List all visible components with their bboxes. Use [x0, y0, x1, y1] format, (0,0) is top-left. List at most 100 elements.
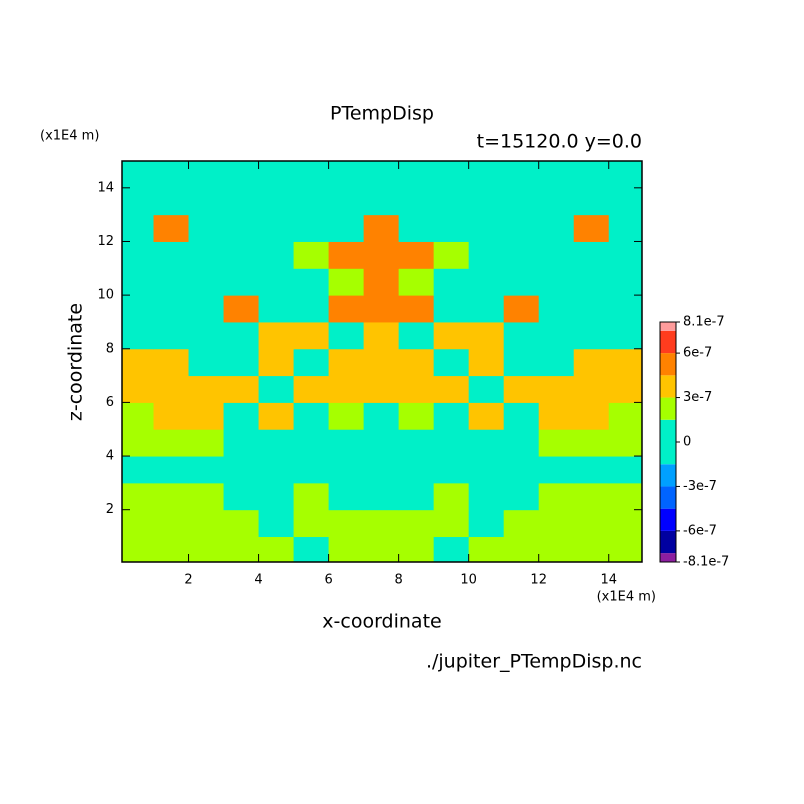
contour-cell [293, 295, 330, 323]
contour-cell [468, 402, 505, 430]
colorbar-tick-label: 6e-7 [683, 346, 712, 361]
x-tick-label: 4 [254, 573, 262, 588]
contour-cell [468, 321, 505, 350]
contour-cell [398, 295, 435, 323]
chart-title: PTempDisp [330, 103, 434, 125]
contour-cell [153, 268, 190, 296]
contour-cell [608, 187, 643, 216]
contour-cell [258, 402, 295, 430]
contour-cell [468, 187, 505, 216]
contour-cell [573, 161, 610, 189]
colorbar-tick-label: 0 [683, 435, 691, 450]
contour-cell [538, 268, 575, 296]
contour-cell [538, 295, 575, 323]
colorbar-tick-label: -6e-7 [683, 523, 717, 538]
contour-cell [503, 187, 540, 216]
contour-cell [608, 402, 643, 430]
contour-cell [468, 509, 505, 538]
contour-cell [153, 402, 190, 430]
contour-cell [573, 375, 610, 403]
x-tick-label: 14 [600, 573, 617, 588]
y-tick-label: 14 [97, 180, 114, 195]
contour-cell [503, 161, 540, 189]
contour-cell [503, 536, 540, 563]
contour-cell [573, 482, 610, 511]
contour-cell [153, 321, 190, 350]
contour-cell [398, 482, 435, 511]
y-tick-label: 6 [106, 395, 114, 410]
contour-cell [293, 321, 330, 350]
contour-cell [188, 348, 225, 377]
contour-cell [538, 214, 575, 242]
contour-cell [258, 241, 295, 269]
y-tick-label: 4 [106, 449, 114, 464]
contour-cell [398, 214, 435, 242]
x-tick-label: 6 [324, 573, 332, 588]
contour-cell [608, 348, 643, 377]
contour-cell [433, 295, 470, 323]
contour-cell [433, 482, 470, 511]
contour-cell [188, 456, 225, 484]
contour-cell [503, 321, 540, 350]
contour-cell [433, 241, 470, 269]
contour-cell [573, 187, 610, 216]
contour-cell [223, 241, 260, 269]
contour-cell [153, 348, 190, 377]
colorbar-band [660, 397, 676, 420]
contour-cell [188, 268, 225, 296]
contour-cell [153, 161, 190, 189]
contour-cell [293, 456, 330, 484]
contour-cell [293, 482, 330, 511]
contour-cell [468, 161, 505, 189]
contour-cell [328, 429, 365, 457]
contour-cell [433, 187, 470, 216]
contour-cell [573, 321, 610, 350]
contour-cell [608, 321, 643, 350]
contour-cell [573, 214, 610, 242]
contour-cell [538, 375, 575, 403]
contour-cell [258, 429, 295, 457]
contour-cell [122, 295, 155, 323]
contour-cell [538, 536, 575, 563]
contour-cell [608, 268, 643, 296]
contour-cell [468, 214, 505, 242]
contour-cell [573, 295, 610, 323]
y-tick-label: 8 [106, 341, 114, 356]
x-tick-label: 8 [394, 573, 402, 588]
contour-cell [258, 375, 295, 403]
contour-cell [188, 375, 225, 403]
contour-cell [293, 187, 330, 216]
contour-cell [503, 402, 540, 430]
x-axis-label: x-coordinate [322, 611, 441, 633]
contour-cell [293, 268, 330, 296]
contour-cell [538, 482, 575, 511]
contour-cell [328, 536, 365, 563]
contour-cell [433, 375, 470, 403]
source-file: ./jupiter_PTempDisp.nc [426, 651, 642, 673]
contour-cell [122, 375, 155, 403]
contour-cell [328, 268, 365, 296]
contour-cell [363, 187, 400, 216]
colorbar-tick-label: 8.1e-7 [683, 315, 725, 330]
colorbar-band [660, 464, 676, 487]
contour-cell [433, 268, 470, 296]
contour-cell [188, 321, 225, 350]
contour-cell [573, 536, 610, 563]
contour-cell [223, 456, 260, 484]
contour-cell [433, 509, 470, 538]
colorbar-tick-label: 3e-7 [683, 390, 712, 405]
contour-cell [293, 536, 330, 563]
contour-cell [153, 241, 190, 269]
contour-cell [363, 509, 400, 538]
contour-cell [188, 536, 225, 563]
contour-cell [538, 241, 575, 269]
contour-cell [188, 214, 225, 242]
contour-cell [608, 482, 643, 511]
contour-cell [122, 456, 155, 484]
plot-frame [121, 160, 643, 563]
contour-cell [328, 456, 365, 484]
contour-cell [363, 321, 400, 350]
contour-cell [122, 509, 155, 538]
contour-cell [153, 429, 190, 457]
contour-cell [538, 321, 575, 350]
